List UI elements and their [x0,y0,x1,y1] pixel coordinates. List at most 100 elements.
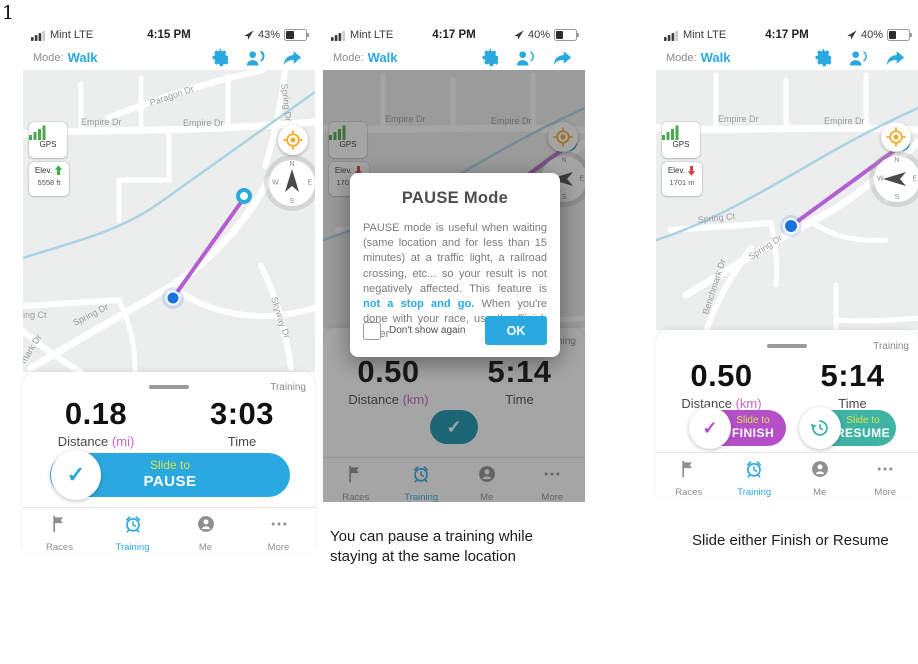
battery-icon [887,29,912,41]
compass-s: S [894,194,900,201]
pause-mode-dialog: PAUSE Mode PAUSE mode is useful when wai… [350,173,560,357]
slide-to-text: Slide to [846,415,880,427]
tab-races[interactable]: Races [23,508,96,553]
carrier-label: Mint LTE [50,29,94,41]
compass[interactable]: N W E S [874,156,918,202]
tab-training[interactable]: Training [96,508,169,553]
time-value: 3:03 [209,396,275,431]
battery-percent: 40% [527,29,550,41]
tab-races-label: Races [342,492,370,503]
distance-value: 0.50 [357,354,420,389]
elevation-label: Elev. [667,166,686,175]
gps-label: GPS [39,140,57,149]
dialog-body-text: PAUSE mode is useful when waiting (same … [363,222,547,295]
slide-to-finish-slider[interactable]: ✓ Slide to FINISH [689,407,786,449]
check-icon: ✓ [702,417,718,438]
compass-needle-icon [285,169,299,192]
tab-training-label: Training [115,542,150,553]
settings-gear-icon[interactable] [477,48,503,68]
time-label: Time [838,395,867,411]
checkbox-box[interactable] [363,321,381,340]
slide-to-resume-slider[interactable]: Slide to RESUME [799,407,896,449]
tab-more[interactable]: More [520,458,586,503]
sheet-drag-handle[interactable] [767,344,807,348]
tab-me[interactable]: Me [454,458,520,503]
caption-slide: Slide either Finish or Resume [692,532,889,549]
pause-slider-knob[interactable]: ✓ [51,450,101,500]
elevation-value: 1701 m [669,178,695,187]
map-view[interactable]: Empire Dr Empire Dr Spring Ct Spring Dr … [656,70,918,330]
settings-gear-icon[interactable] [207,48,233,68]
alarm-clock-icon [747,461,762,478]
mode-bar: Mode: Walk [23,45,315,70]
tab-races[interactable]: Races [656,453,722,498]
share-route-icon[interactable] [279,48,305,68]
tab-more[interactable]: More [853,453,918,498]
compass-s: S [561,194,567,201]
carrier-label: Mint LTE [683,29,727,41]
tab-training[interactable]: Training [722,453,788,498]
distance-unit: (km) [735,395,762,411]
share-route-icon[interactable] [882,48,908,68]
resume-history-icon [811,420,828,436]
voice-coach-icon[interactable] [513,48,539,68]
current-position-marker [783,218,799,234]
share-route-icon[interactable] [549,48,575,68]
finish-text: FINISH [731,425,775,440]
tab-me[interactable]: Me [787,453,853,498]
elevation-label: Elev. [34,166,53,175]
compass-e: E [307,179,312,187]
settings-gear-icon[interactable] [810,48,836,68]
tab-training-label: Training [404,492,439,503]
mode-value[interactable]: Walk [67,50,98,65]
metrics-row: 0.50 Distance (km) 5:14 Time [656,359,918,411]
sheet-mode-label: Training [270,382,306,393]
tab-bar: Races Training Me More [656,452,918,498]
time-metric: 5:14 Time [787,359,918,411]
map-view[interactable]: Paragon Dr Empire Dr Empire Dr Spring Dr… [23,70,315,372]
slide-to-pause-slider[interactable]: ✓ Slide to PAUSE [50,450,290,500]
ok-button[interactable]: OK [485,316,547,345]
compass-s: S [289,198,295,205]
metrics-row: 0.18 Distance (mi) 3:03 Time [23,396,315,448]
mode-value[interactable]: Walk [700,50,731,65]
sheet-drag-handle[interactable] [149,385,189,389]
location-arrow-icon [847,30,857,40]
dont-show-again-checkbox[interactable]: Don't show again [363,321,465,340]
flag-icon [349,465,359,483]
gps-signal-badge: GPS [29,122,67,158]
locate-target-icon [553,127,573,147]
resume-slider-knob[interactable] [799,407,841,449]
phone-screenshot-2: Mint LTE 4:17 PM 40% Mode: Walk [323,25,586,503]
distance-metric: 0.50 Distance (km) [656,359,787,411]
voice-coach-icon[interactable] [243,48,269,68]
finish-slider-knob[interactable]: ✓ [689,407,731,449]
tab-me[interactable]: Me [169,508,242,553]
training-bottom-sheet: Training 0.18 Distance (mi) 3:03 Time ✓ … [23,372,315,553]
phone-screenshot-1: Mint LTE 4:15 PM 43% Mode: Walk [23,25,315,553]
route-line [171,196,246,300]
battery-icon [284,29,309,41]
street-label: Empire Dr [385,114,426,124]
tab-more[interactable]: More [242,508,315,553]
compass-n: N [561,157,567,164]
compass-needle-icon [883,172,906,186]
gps-bars-icon [329,125,346,140]
street-label: Empire Dr [491,116,532,126]
locate-target-icon [283,130,303,150]
compass[interactable]: N W E S [269,160,315,206]
mode-bar: Mode: Walk [323,45,585,70]
voice-coach-icon[interactable] [846,48,872,68]
dialog-body: PAUSE mode is useful when waiting (same … [363,221,547,342]
elevation-value: 1701 m [336,178,362,187]
tab-races-label: Races [675,487,703,498]
paused-check-button[interactable]: ✓ [430,410,478,444]
locate-me-button[interactable] [548,122,578,152]
mode-value[interactable]: Walk [367,50,398,65]
tab-races[interactable]: Races [323,458,389,503]
street-label: Spring Ct [697,211,736,225]
locate-me-button[interactable] [881,122,911,152]
compass-w: W [272,179,279,187]
tab-training[interactable]: Training [389,458,455,503]
locate-me-button[interactable] [278,125,308,155]
